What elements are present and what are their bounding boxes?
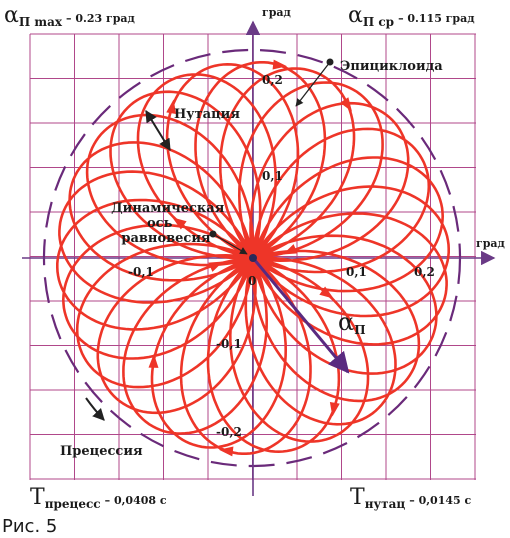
x-tick-label: 0,1: [346, 265, 367, 279]
curve-direction-arrow-icon: [319, 286, 334, 299]
x-tick-label: -0,1: [128, 265, 154, 279]
alpha-label: αП: [338, 308, 366, 337]
curve-direction-arrow-icon: [172, 217, 187, 230]
x-axis-unit: град: [476, 237, 505, 250]
epicycloid-direction-arrows: [148, 59, 353, 457]
alpha-vector: [251, 257, 350, 374]
y-tick-label: -0,2: [216, 425, 242, 439]
corner-top-left: αП max – 0.23 град: [4, 3, 135, 29]
y-tick-label: 0,1: [262, 169, 283, 183]
figure-caption: Рис. 5: [2, 516, 57, 537]
epicycloid-pointer: [295, 61, 331, 107]
x-tick-label: 0,2: [414, 265, 435, 279]
dyn-axis-label: Динамическая ось равновесия: [111, 201, 229, 246]
curve-direction-arrow-icon: [272, 59, 288, 70]
corner-bottom-left: Тпрецесс – 0,0408 с: [30, 485, 167, 511]
epicycloid-path: [56, 61, 450, 455]
curve-direction-arrow-icon: [218, 446, 234, 457]
y-tick-label: 0,2: [262, 73, 283, 87]
precession-label: Прецессия: [60, 444, 143, 459]
epicycloid-label: Эпициклоида: [340, 59, 443, 74]
corner-bottom-right: Тнутац – 0,0145 с: [350, 485, 471, 511]
curve-direction-arrow-icon: [340, 97, 353, 112]
origin-label: 0: [248, 274, 256, 288]
corner-top-right: αП ср – 0.115 град: [348, 3, 475, 29]
nutation-label: Нутация: [174, 107, 240, 122]
curve-direction-arrow-icon: [282, 244, 298, 255]
dyn-axis-pointer: [212, 233, 248, 255]
epicycloid-curve: [56, 61, 450, 455]
curve-direction-arrow-icon: [148, 353, 159, 368]
curve-direction-arrow-icon: [329, 401, 340, 417]
precession-arrow-icon: [85, 397, 105, 421]
y-axis-unit: град: [262, 6, 291, 19]
y-tick-label: -0,1: [216, 337, 242, 351]
curve-direction-arrow-icon: [208, 261, 224, 272]
nutation-arrow: [145, 109, 171, 152]
origin-dot: [249, 254, 257, 262]
